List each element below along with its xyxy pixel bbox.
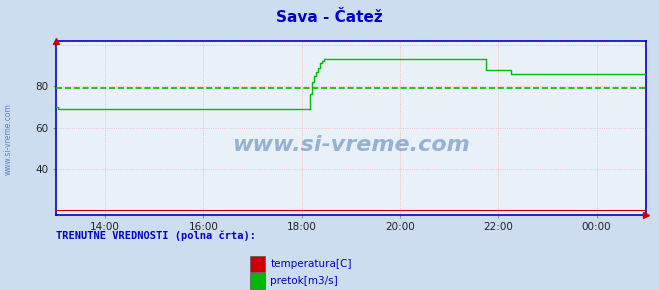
Text: TRENUTNE VREDNOSTI (polna črta):: TRENUTNE VREDNOSTI (polna črta): xyxy=(56,231,256,241)
Text: www.si-vreme.com: www.si-vreme.com xyxy=(232,135,470,155)
Text: pretok[m3/s]: pretok[m3/s] xyxy=(270,276,338,286)
Text: www.si-vreme.com: www.si-vreme.com xyxy=(3,103,13,175)
Text: temperatura[C]: temperatura[C] xyxy=(270,259,352,269)
Text: Sava - Čatež: Sava - Čatež xyxy=(276,10,383,25)
